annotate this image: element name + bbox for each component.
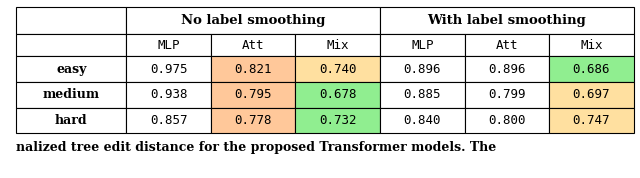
- Bar: [380, 34, 465, 56]
- Text: 0.799: 0.799: [488, 88, 525, 101]
- Bar: [549, 34, 634, 56]
- Bar: [16, 7, 127, 34]
- Bar: [127, 82, 211, 108]
- Bar: [296, 56, 380, 82]
- Bar: [127, 34, 211, 56]
- Bar: [380, 108, 465, 134]
- Text: 0.938: 0.938: [150, 88, 188, 101]
- Text: MLP: MLP: [411, 39, 433, 52]
- Bar: [211, 34, 296, 56]
- Bar: [211, 108, 296, 134]
- Text: 0.840: 0.840: [404, 114, 441, 127]
- Text: Mix: Mix: [580, 39, 603, 52]
- Bar: [549, 82, 634, 108]
- Text: 0.732: 0.732: [319, 114, 356, 127]
- Text: 0.800: 0.800: [488, 114, 525, 127]
- Text: No label smoothing: No label smoothing: [181, 14, 325, 27]
- Text: 0.896: 0.896: [404, 63, 441, 76]
- Bar: [16, 34, 127, 56]
- Bar: [549, 108, 634, 134]
- Bar: [549, 56, 634, 82]
- Bar: [16, 56, 127, 82]
- Text: 0.975: 0.975: [150, 63, 188, 76]
- Bar: [211, 56, 296, 82]
- Text: medium: medium: [43, 88, 100, 101]
- Text: 0.697: 0.697: [573, 88, 610, 101]
- Text: Att: Att: [495, 39, 518, 52]
- Bar: [296, 108, 380, 134]
- Text: 0.740: 0.740: [319, 63, 356, 76]
- Bar: [380, 82, 465, 108]
- Text: nalized tree edit distance for the proposed Transformer models. The: nalized tree edit distance for the propo…: [16, 141, 496, 154]
- Bar: [296, 34, 380, 56]
- Bar: [465, 108, 549, 134]
- Bar: [465, 56, 549, 82]
- Text: Mix: Mix: [326, 39, 349, 52]
- Text: 0.686: 0.686: [573, 63, 610, 76]
- Text: 0.778: 0.778: [234, 114, 272, 127]
- Text: MLP: MLP: [157, 39, 180, 52]
- Text: 0.821: 0.821: [234, 63, 272, 76]
- Bar: [211, 82, 296, 108]
- Text: 0.747: 0.747: [573, 114, 610, 127]
- Text: 0.795: 0.795: [234, 88, 272, 101]
- Text: 0.678: 0.678: [319, 88, 356, 101]
- Bar: [465, 82, 549, 108]
- Text: easy: easy: [56, 63, 86, 76]
- Text: 0.857: 0.857: [150, 114, 188, 127]
- Bar: [127, 108, 211, 134]
- Text: Att: Att: [242, 39, 264, 52]
- Text: hard: hard: [55, 114, 88, 127]
- Bar: [380, 7, 634, 34]
- Bar: [127, 56, 211, 82]
- Bar: [16, 108, 127, 134]
- Bar: [380, 56, 465, 82]
- Bar: [465, 34, 549, 56]
- Bar: [127, 7, 380, 34]
- Bar: [16, 82, 127, 108]
- Text: 0.885: 0.885: [404, 88, 441, 101]
- Text: With label smoothing: With label smoothing: [428, 14, 586, 27]
- Bar: [296, 82, 380, 108]
- Text: 0.896: 0.896: [488, 63, 525, 76]
